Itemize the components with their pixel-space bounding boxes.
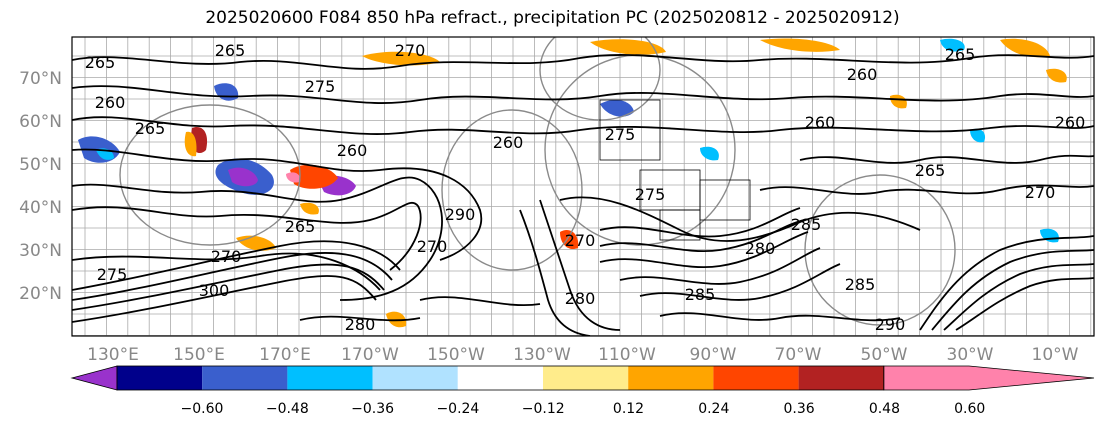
colorbar-tick-label: 0.24 xyxy=(698,401,729,417)
contour-label: 270 xyxy=(211,247,242,266)
colorbar-segment xyxy=(372,366,458,390)
colorbar-extend-min xyxy=(70,365,118,391)
colorbar xyxy=(70,365,1095,391)
shade-blue-greenland xyxy=(940,38,965,52)
latitude-label: 30°N xyxy=(19,241,62,261)
contour-label: 270 xyxy=(1025,183,1056,202)
shade-cyan-atlantic xyxy=(970,128,986,143)
contour-label: 265 xyxy=(915,161,946,180)
contour-label: 260 xyxy=(337,141,368,160)
contour-label: 285 xyxy=(685,285,716,304)
shade-orange-atlantic xyxy=(890,94,907,109)
colorbar-segment xyxy=(287,366,373,390)
contour-label: 260 xyxy=(493,133,524,152)
colorbar-tick-label: 0.12 xyxy=(613,401,644,417)
colorbar-segment xyxy=(202,366,288,390)
longitude-label: 150°W xyxy=(427,345,485,365)
contour-label: 270 xyxy=(417,237,448,256)
precip-shading xyxy=(78,38,1067,328)
shade-dark-purple-north-pacific xyxy=(228,167,258,187)
colorbar-segment xyxy=(628,366,714,390)
longitude-label: 170°W xyxy=(341,345,399,365)
colorbar-extend-max xyxy=(883,365,1095,391)
gridlines xyxy=(72,37,1094,336)
longitude-label: 90°W xyxy=(690,345,737,365)
contour-label: 280 xyxy=(345,315,376,334)
contour-label: 280 xyxy=(565,289,596,308)
longitude-label: 10°W xyxy=(1032,345,1079,365)
contour-label: 265 xyxy=(135,119,166,138)
shade-blue-canada xyxy=(600,99,634,117)
contour-label: 275 xyxy=(97,265,128,284)
shade-orange-east xyxy=(1046,68,1067,83)
colorbar-segment xyxy=(543,366,629,390)
latitude-label: 70°N xyxy=(19,69,62,89)
latitude-label: 20°N xyxy=(19,284,62,304)
colorbar-tick-labels: −0.60 −0.48 −0.36 −0.24 −0.12 0.12 0.24 0.36 0.4… xyxy=(181,401,986,417)
shade-cyan-canada xyxy=(700,146,719,161)
shade-red-gulf xyxy=(560,229,579,250)
latitude-label: 40°N xyxy=(19,198,62,218)
longitude-label: 30°W xyxy=(947,345,994,365)
contour-label: 300 xyxy=(199,281,230,300)
longitude-label: 130°E xyxy=(87,345,139,365)
latitude-labels: 70°N 60°N 50°N 40°N 30°N 20°N xyxy=(19,69,62,304)
longitude-label: 50°W xyxy=(861,345,908,365)
map-frame xyxy=(71,36,1095,337)
contour-label: 275 xyxy=(305,77,336,96)
colorbar-tick-label: 0.48 xyxy=(869,401,900,417)
colorbar-segment xyxy=(457,366,543,390)
contour-label: 260 xyxy=(95,93,126,112)
longitude-label: 70°W xyxy=(775,345,822,365)
longitude-label: 110°W xyxy=(598,345,656,365)
shade-orange-north xyxy=(362,51,440,66)
shade-orange-east-pacific xyxy=(300,202,319,215)
colorbar-tick-label: 0.60 xyxy=(954,401,985,417)
longitude-labels: 130°E 150°E 170°E 170°W 150°W 130°W 110°W 90°W 7… xyxy=(87,345,1079,365)
contour-label: 265 xyxy=(85,53,116,72)
boundary-lines xyxy=(599,99,751,241)
colorbar-segment xyxy=(798,366,884,390)
latitude-label: 50°N xyxy=(19,155,62,175)
contour-label: 265 xyxy=(215,41,246,60)
colorbar-tick-label: 0.36 xyxy=(784,401,815,417)
longitude-label: 150°E xyxy=(173,345,225,365)
contour-label: 290 xyxy=(875,315,906,334)
contour-label: 285 xyxy=(845,275,876,294)
contour-label: 260 xyxy=(805,113,836,132)
colorbar-outline xyxy=(116,365,885,391)
map-title: 2025020600 F084 850 hPa refract., precip… xyxy=(205,8,900,28)
contour-label: 270 xyxy=(565,231,596,250)
contour-label: 285 xyxy=(791,215,822,234)
latitude-label: 60°N xyxy=(19,112,62,132)
contour-label: 290 xyxy=(445,205,476,224)
shade-orange-aleutian xyxy=(184,131,197,157)
colorbar-segment xyxy=(713,366,799,390)
refractivity-contours xyxy=(72,54,1094,336)
shade-orange-arctic2 xyxy=(760,38,840,52)
shade-red-north-pacific xyxy=(290,164,338,189)
shade-orange-greenland xyxy=(1000,38,1050,58)
contour-labels: 265 270 260 265 260 260 265 275 270 260 265 265 260 2… xyxy=(85,41,1086,334)
shade-orange-arctic xyxy=(590,39,666,55)
contour-label: 275 xyxy=(635,185,666,204)
colorbar-segment xyxy=(117,366,203,390)
contour-label: 270 xyxy=(395,41,426,60)
colorbar-tick-label: −0.48 xyxy=(266,401,309,417)
contour-label: 275 xyxy=(605,125,636,144)
longitude-label: 130°W xyxy=(513,345,571,365)
contour-label: 260 xyxy=(1055,113,1086,132)
colorbar-tick-label: −0.24 xyxy=(436,401,479,417)
colorbar-tick-label: −0.36 xyxy=(351,401,394,417)
shade-pink-north-pacific xyxy=(286,172,301,183)
longitude-label: 170°E xyxy=(259,345,311,365)
contour-label: 260 xyxy=(847,65,878,84)
contour-label: 280 xyxy=(745,239,776,258)
colorbar-tick-label: −0.60 xyxy=(181,401,224,417)
contour-label: 265 xyxy=(945,45,976,64)
contour-label: 265 xyxy=(285,217,316,236)
colorbar-tick-label: −0.12 xyxy=(522,401,565,417)
